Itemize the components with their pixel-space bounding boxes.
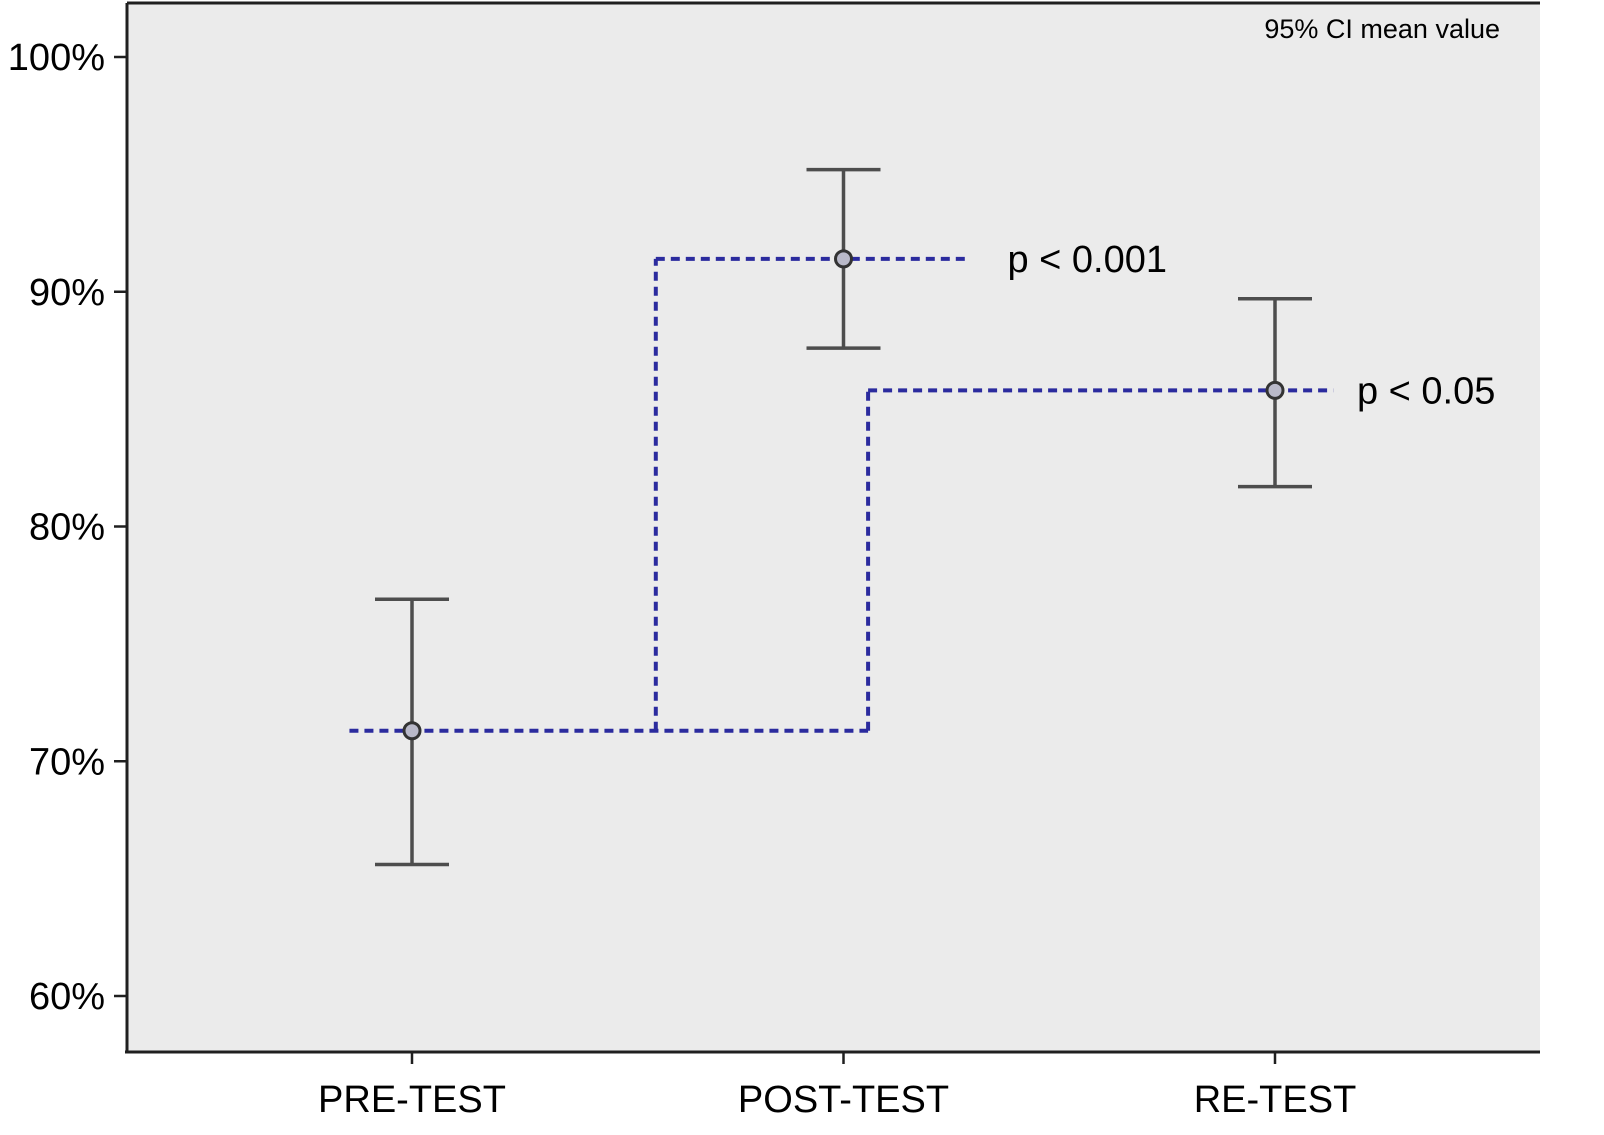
mean-marker <box>1265 380 1285 400</box>
y-tick-label: 90% <box>29 272 105 314</box>
plot-panel <box>127 3 1540 1052</box>
mean-marker <box>834 249 853 269</box>
ci-note-label: 95% CI mean value <box>1264 14 1500 44</box>
y-tick-label: 70% <box>29 741 105 783</box>
p-value-label: p < 0.001 <box>1007 239 1167 281</box>
y-tick-label: 60% <box>29 976 105 1018</box>
x-category-label: POST-TEST <box>738 1079 949 1121</box>
p-value-label: p < 0.05 <box>1357 370 1495 412</box>
x-category-label: RE-TEST <box>1194 1079 1357 1121</box>
x-category-label: PRE-TEST <box>318 1079 506 1121</box>
y-tick-label: 100% <box>8 37 105 79</box>
y-tick-label: 80% <box>29 507 105 549</box>
mean-marker <box>402 721 422 741</box>
